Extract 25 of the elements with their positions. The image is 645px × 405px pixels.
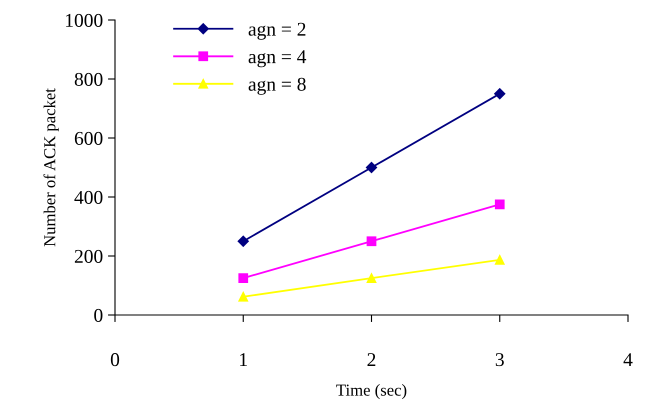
x-axis-title: Time (sec) [336,384,406,400]
x-tick-label: 3 [496,353,504,366]
point [494,254,505,265]
point [238,273,248,283]
legend-label: agn = 2 [248,22,306,40]
legend-label: agn = 4 [248,50,306,68]
x-tick-label: 0 [110,353,120,366]
point [366,162,378,174]
y-tick-label: 600 [74,132,102,145]
point [494,88,506,100]
point [366,273,376,283]
point [238,292,248,302]
point [238,236,249,247]
y-tick-label: 1000 [66,14,102,27]
x-tick-label: 2 [367,353,376,366]
y-tick-label: 800 [74,72,102,86]
point [366,236,376,246]
y-tick-label: 400 [74,190,102,204]
x-tick-label: 4 [624,353,633,366]
y-axis-title: Number of ACK packet [43,88,59,246]
point [494,200,505,210]
y-tick-label: 0 [94,308,102,322]
y-tick-label: 200 [74,250,102,263]
x-tick-label: 1 [240,353,247,366]
legend-label: agn = 8 [248,78,306,95]
